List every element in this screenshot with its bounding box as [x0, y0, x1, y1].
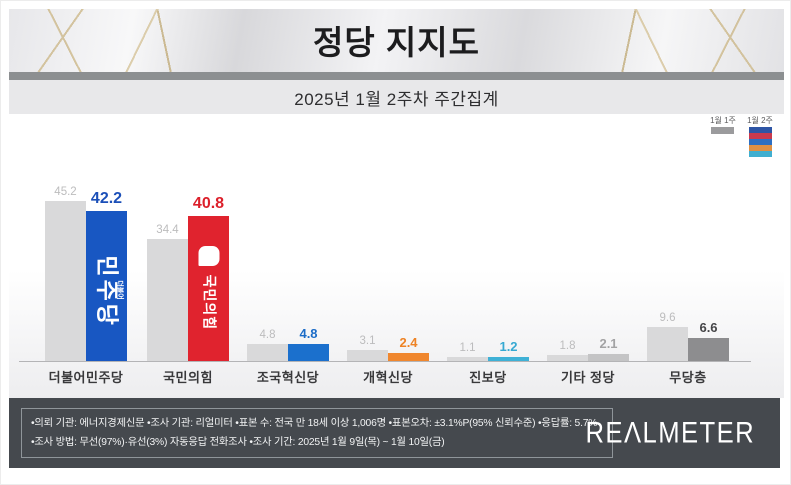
- footer-bar: •의뢰 기관: 에너지경제신문 •조사 기관: 리얼미터 •표본 수: 전국 만…: [9, 398, 780, 468]
- legend-color-band: [749, 139, 772, 145]
- bar-group-3: 4.8 4.8: [247, 326, 329, 361]
- bar-prev-week: 3.1: [347, 335, 388, 361]
- legend-color-band: [749, 133, 772, 139]
- category-label: 더불어민주당: [48, 370, 124, 385]
- page-title: 정당 지지도: [313, 23, 480, 61]
- survey-methodology-box: •의뢰 기관: 에너지경제신문 •조사 기관: 리얼미터 •표본 수: 전국 만…: [21, 408, 613, 458]
- bar-curr-week: 42.2 민주당 더불어: [86, 190, 127, 361]
- bar-curr-week: 2.1: [588, 336, 629, 361]
- value-label-prev: 34.4: [156, 223, 179, 236]
- realmeter-logo: REΛLMETER: [585, 415, 756, 449]
- legend-color-band: [749, 127, 772, 133]
- bar-group-2: 34.4 40.8 국민의힘: [147, 195, 229, 361]
- bar-prev-week: 45.2: [45, 186, 86, 361]
- bar-curr-week: 40.8 국민의힘: [188, 195, 229, 361]
- category-label: 개혁신당: [363, 370, 413, 385]
- party-logo-text: 국민의힘: [200, 274, 217, 331]
- bar-group-6: 1.8 2.1: [547, 336, 629, 361]
- value-label-curr: 2.4: [399, 334, 418, 350]
- legend-color-band: [749, 151, 772, 157]
- value-label-prev: 1.1: [459, 342, 476, 355]
- value-label-prev: 4.8: [259, 329, 276, 341]
- bar-prev-week: 34.4: [147, 224, 188, 361]
- bar-group-5: 1.1 1.2: [447, 339, 529, 361]
- bar-curr-week: 4.8: [288, 326, 329, 361]
- category-label: 진보당: [469, 370, 507, 385]
- bar-curr-week: 2.4: [388, 335, 429, 361]
- legend-swatch-prev-week: [711, 127, 734, 134]
- party-logo-small-text: 더불어: [115, 280, 123, 300]
- header-banner: 정당 지지도: [9, 9, 784, 72]
- survey-info-line-2: •조사 방법: 무선(97%)·유선(3%) 자동응답 전화조사 •조사 기간:…: [31, 437, 445, 448]
- bar-group-1: 45.2 42.2 민주당 더불어: [45, 186, 127, 361]
- bar-chart: 1월 1주 1월 2주 45.2 42.2 민주당 더불어 34.4 40.8 국민의힘 4.…: [9, 114, 784, 398]
- value-label-curr: 40.8: [192, 195, 225, 213]
- value-label-curr: 42.2: [90, 190, 123, 208]
- subtitle-band: 2025년 1월 2주차 주간집계: [9, 80, 784, 114]
- category-label: 기타 정당: [561, 370, 615, 385]
- bar-curr-week: 6.6: [688, 320, 729, 361]
- bar-curr-week: 1.2: [488, 339, 529, 361]
- bar-group-4: 3.1 2.4: [347, 335, 429, 361]
- bar-prev-week: 1.8: [547, 340, 588, 361]
- category-label: 조국혁신당: [256, 370, 320, 385]
- value-label-prev: 1.8: [559, 339, 576, 352]
- category-label: 무당층: [669, 370, 707, 385]
- x-axis-baseline: [19, 361, 751, 362]
- legend-label-prev-week: 1월 1주: [710, 116, 736, 125]
- bar-prev-week: 1.1: [447, 342, 488, 361]
- survey-info-line-1: •의뢰 기관: 에너지경제신문 •조사 기관: 리얼미터 •표본 수: 전국 만…: [31, 418, 598, 429]
- value-label-curr: 1.2: [499, 338, 518, 354]
- legend-swatch-curr-week: [749, 127, 772, 157]
- rounded-square-symbol-icon: [198, 246, 219, 267]
- legend-color-band: [749, 145, 772, 151]
- legend-label-curr-week: 1월 2주: [747, 116, 773, 125]
- bar-prev-week: 9.6: [647, 312, 688, 361]
- header-divider: [9, 72, 784, 80]
- value-label-curr: 4.8: [299, 326, 318, 341]
- subtitle: 2025년 1월 2주차 주간집계: [294, 89, 499, 109]
- bar-prev-week: 4.8: [247, 329, 288, 361]
- value-label-prev: 9.6: [659, 311, 676, 324]
- category-label: 국민의힘: [163, 370, 213, 385]
- value-label-curr: 2.1: [599, 335, 618, 351]
- value-label-prev: 3.1: [359, 335, 376, 347]
- bar-group-7: 9.6 6.6: [647, 312, 729, 361]
- value-label-curr: 6.6: [699, 319, 718, 335]
- value-label-prev: 45.2: [54, 185, 77, 198]
